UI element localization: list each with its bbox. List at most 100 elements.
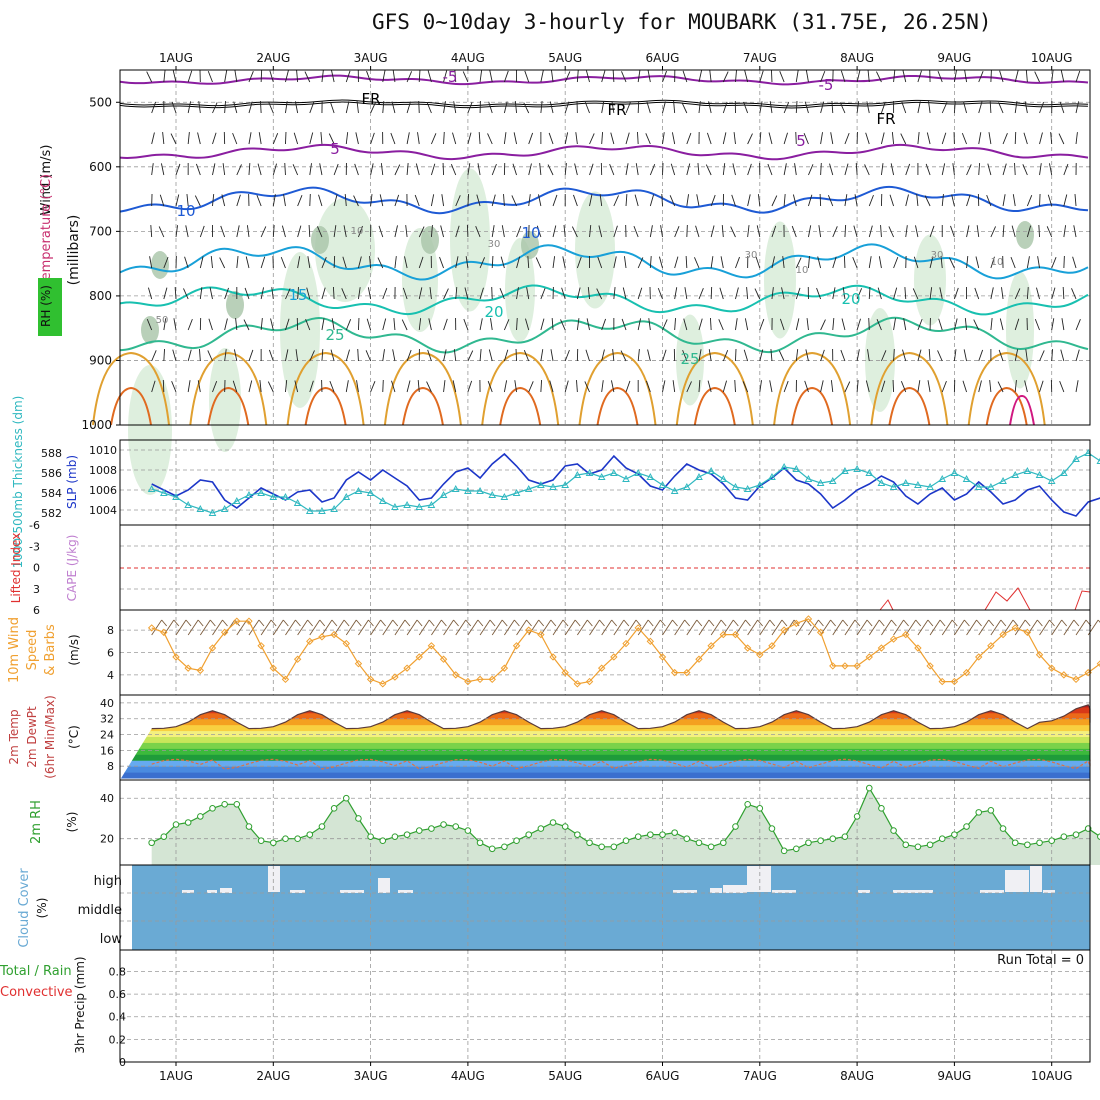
ylabel-lifted-index: Lifted Index	[9, 533, 23, 604]
wind-barb	[868, 287, 871, 300]
wind-barb	[625, 194, 628, 207]
wind-barb-10m	[297, 619, 308, 636]
wind-speed-marker	[865, 653, 873, 661]
thickness-marker	[999, 476, 1007, 484]
wind-barb	[880, 132, 885, 145]
wind-speed-marker	[342, 639, 350, 648]
wind-barb	[625, 163, 629, 176]
wind-speed-marker	[1084, 668, 1092, 677]
wind-barb	[880, 225, 882, 238]
wind-barb	[856, 318, 861, 331]
wind-barb	[443, 101, 446, 114]
wind-barb	[212, 163, 216, 176]
contour-label: 5	[330, 140, 340, 158]
rh-shading	[676, 314, 704, 406]
rh-marker	[756, 805, 764, 812]
wind-barb	[601, 318, 607, 331]
wind-barb	[1012, 194, 1016, 207]
wind-barb-10m-feather	[745, 619, 751, 627]
wind-barb	[925, 163, 931, 176]
wind-barb	[978, 101, 983, 114]
wind-barb	[783, 194, 786, 207]
rh-marker	[209, 805, 216, 812]
wind-barb	[924, 195, 931, 207]
thickness-tick: 584	[41, 487, 62, 500]
wind-barb	[487, 133, 493, 145]
wind-barb	[804, 101, 809, 114]
wind-barb	[427, 349, 432, 362]
contour-label: 30	[931, 250, 944, 261]
wind-barb	[637, 349, 640, 362]
wind-barb	[853, 225, 858, 238]
wind-barb	[876, 319, 882, 331]
wind-tick: 8	[107, 624, 114, 637]
wind-barb	[501, 225, 505, 238]
wind-barb	[852, 257, 858, 269]
wind-barb-10m	[418, 619, 430, 636]
wind-barb	[781, 287, 785, 300]
wind-barb	[1049, 163, 1053, 176]
ylabel-millibars: (millibars)	[66, 215, 82, 286]
cloud-bar	[268, 866, 280, 892]
wind-barb	[357, 287, 361, 300]
rh-shading	[914, 234, 946, 326]
wind-barb	[868, 194, 874, 207]
wind-barb	[755, 256, 761, 269]
rh-marker	[841, 833, 849, 840]
wind-barb	[916, 194, 919, 207]
wind-barb	[260, 69, 263, 83]
wind-barb	[674, 256, 679, 269]
rh-marker	[586, 839, 593, 847]
rh-shading	[315, 198, 375, 302]
wind-barb	[1073, 225, 1077, 238]
cloud-bar	[772, 890, 796, 893]
wind-barb	[779, 71, 785, 83]
wind-barb	[829, 163, 834, 176]
rh-shading-dark	[521, 231, 539, 259]
rh-marker	[172, 821, 180, 828]
wind-barb	[987, 163, 992, 176]
wind-barb	[1002, 133, 1008, 145]
wind-barb	[803, 133, 809, 145]
wind-barb-10m-feather	[441, 619, 447, 627]
wind-barb	[844, 225, 847, 238]
rh-marker	[561, 823, 569, 830]
wind-barb-10m-feather	[659, 619, 666, 627]
wind-barb	[540, 318, 545, 331]
rh-marker	[938, 835, 946, 842]
wind-barb	[1024, 101, 1028, 114]
rh-marker	[975, 809, 983, 816]
thickness-line	[151, 452, 1100, 514]
li-tick: 0	[33, 562, 40, 575]
wind-barb	[212, 194, 215, 207]
wind-barb	[243, 319, 250, 331]
wind-barb-10m-feather	[611, 619, 618, 627]
wind-barb-10m-feather	[684, 619, 691, 627]
wind-barb	[285, 380, 288, 393]
slp-tick: 1008	[89, 464, 117, 477]
wind-barb-10m-feather	[915, 619, 922, 627]
day-label-bottom: 6AUG	[646, 1069, 680, 1083]
wind-barb	[698, 380, 701, 393]
ylabel-cloud: Cloud Cover	[17, 868, 32, 948]
contour-label: 20	[484, 303, 503, 321]
wind-speed-marker	[731, 630, 740, 639]
wind-barb	[151, 132, 155, 145]
wind-barb	[550, 349, 554, 362]
wind-barb	[917, 132, 920, 145]
wind-barb	[343, 225, 347, 238]
wind-barb	[806, 318, 809, 331]
contour-label: -5	[443, 68, 458, 86]
wind-barb-10m	[272, 619, 284, 636]
wind-barb	[589, 163, 594, 176]
wind-barb	[795, 349, 799, 362]
contour-35-bowl	[985, 386, 1028, 426]
ylabel-temp2m-unit: (°C)	[67, 725, 81, 749]
thickness-marker	[974, 482, 983, 490]
wind-barb	[978, 349, 984, 362]
wind-barb	[625, 380, 631, 393]
contour-label: 20	[841, 290, 860, 308]
cloud-level-label: low	[100, 932, 123, 947]
wind-barb	[625, 102, 631, 114]
wind-tick: 4	[107, 669, 114, 682]
